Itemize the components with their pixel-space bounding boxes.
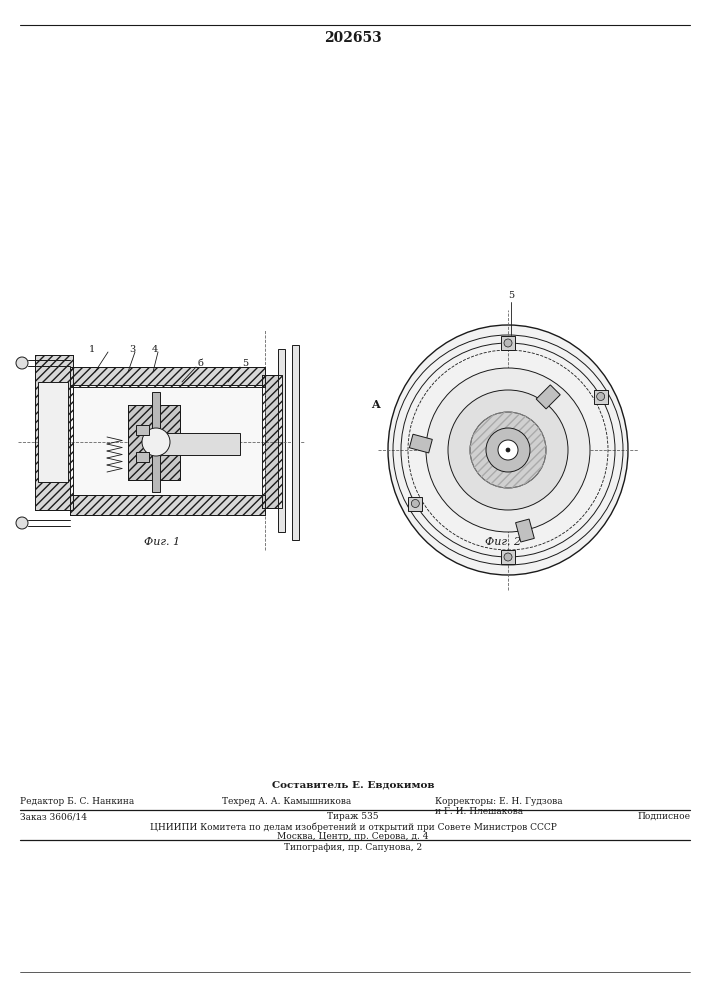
Bar bbox=[262, 375, 282, 508]
Circle shape bbox=[448, 390, 568, 510]
Circle shape bbox=[506, 448, 510, 452]
Text: 202653: 202653 bbox=[324, 31, 382, 45]
Bar bbox=[136, 452, 149, 462]
Bar bbox=[128, 405, 180, 480]
Circle shape bbox=[142, 428, 170, 456]
Bar bbox=[409, 496, 422, 510]
Bar bbox=[70, 367, 265, 387]
Text: 5: 5 bbox=[242, 359, 248, 367]
Text: ЦНИИПИ Комитета по делам изобретений и открытий при Совете Министров СССР: ЦНИИПИ Комитета по делам изобретений и о… bbox=[150, 822, 556, 832]
Bar bbox=[594, 389, 607, 403]
Text: Тираж 535: Тираж 535 bbox=[327, 812, 379, 821]
Circle shape bbox=[504, 339, 512, 347]
Bar bbox=[70, 495, 265, 515]
Text: Подписное: Подписное bbox=[637, 812, 690, 821]
Bar bbox=[409, 434, 432, 453]
Bar bbox=[35, 355, 73, 510]
Circle shape bbox=[16, 357, 28, 369]
Circle shape bbox=[486, 428, 530, 472]
Bar bbox=[35, 355, 73, 510]
Text: б: б bbox=[197, 360, 203, 368]
Text: Заказ 3606/14: Заказ 3606/14 bbox=[20, 812, 87, 821]
Text: Москва, Центр, пр. Серова, д. 4: Москва, Центр, пр. Серова, д. 4 bbox=[277, 832, 428, 841]
Bar bbox=[262, 375, 282, 508]
Text: Фиг. 2: Фиг. 2 bbox=[485, 537, 521, 547]
Ellipse shape bbox=[388, 325, 628, 575]
Bar bbox=[128, 405, 180, 480]
Bar bbox=[536, 385, 560, 409]
Text: Фиг. 1: Фиг. 1 bbox=[144, 537, 180, 547]
Text: Техред А. А. Камышникова: Техред А. А. Камышникова bbox=[222, 797, 351, 806]
Circle shape bbox=[411, 499, 419, 508]
Bar bbox=[162, 433, 240, 455]
Circle shape bbox=[426, 368, 590, 532]
Circle shape bbox=[498, 440, 518, 460]
Text: 5: 5 bbox=[508, 290, 514, 300]
Text: 1: 1 bbox=[89, 344, 95, 354]
Circle shape bbox=[16, 517, 28, 529]
Bar bbox=[136, 425, 149, 435]
Text: Корректоры: Е. Н. Гудзова: Корректоры: Е. Н. Гудзова bbox=[435, 797, 563, 806]
Bar bbox=[70, 495, 265, 515]
Bar bbox=[501, 336, 515, 350]
Bar bbox=[38, 382, 68, 482]
Text: A: A bbox=[370, 399, 380, 410]
Bar bbox=[152, 392, 160, 492]
Text: 3: 3 bbox=[129, 344, 135, 354]
Text: Редактор Б. С. Нанкина: Редактор Б. С. Нанкина bbox=[20, 797, 134, 806]
Bar bbox=[70, 367, 265, 387]
Circle shape bbox=[597, 392, 604, 400]
Bar bbox=[70, 385, 265, 495]
Circle shape bbox=[470, 412, 546, 488]
Text: Типография, пр. Сапунова, 2: Типография, пр. Сапунова, 2 bbox=[284, 843, 422, 852]
Bar bbox=[278, 349, 285, 532]
Bar bbox=[515, 519, 534, 542]
Bar bbox=[501, 550, 515, 564]
Text: и Г. И. Плешакова: и Г. И. Плешакова bbox=[435, 807, 523, 816]
Text: 2: 2 bbox=[40, 410, 46, 420]
Text: Составитель Е. Евдокимов: Составитель Е. Евдокимов bbox=[271, 780, 434, 790]
Bar bbox=[292, 345, 299, 540]
Circle shape bbox=[504, 553, 512, 561]
Text: 4: 4 bbox=[152, 344, 158, 354]
